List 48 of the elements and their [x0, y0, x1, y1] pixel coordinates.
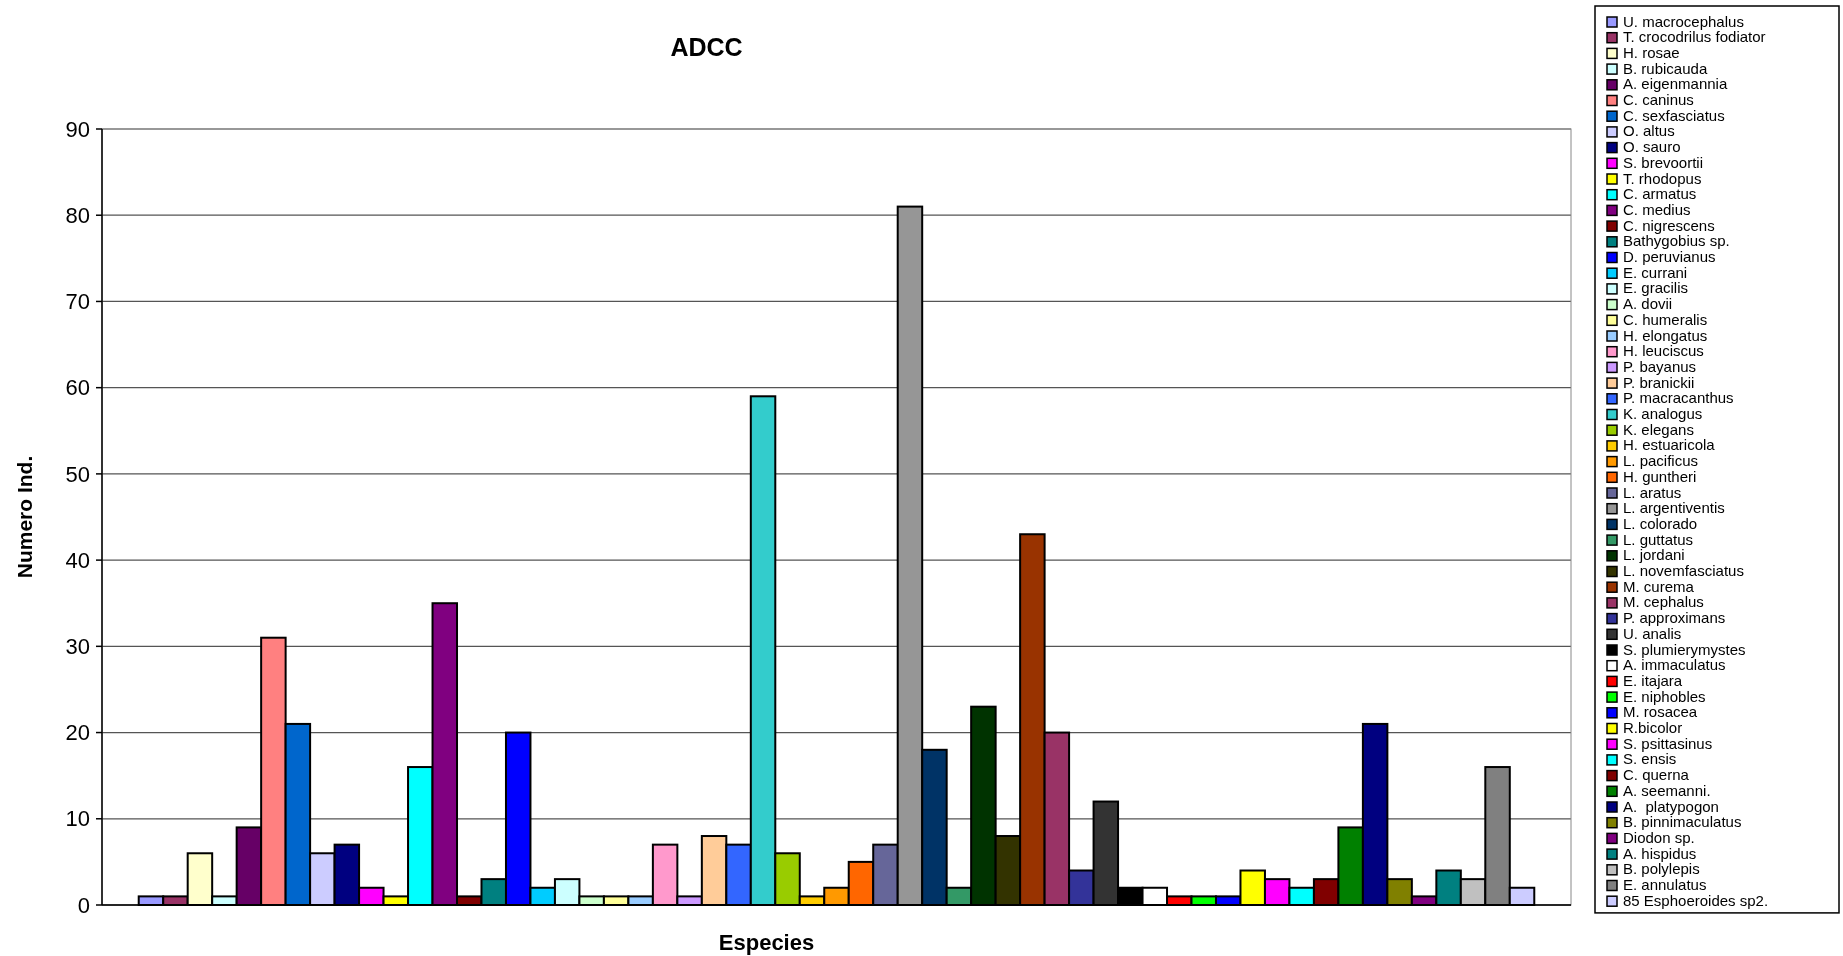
legend-label: K. analogus: [1623, 405, 1703, 422]
legend-label: C. sexfasciatus: [1623, 106, 1725, 124]
legend-label: P. approximans: [1623, 609, 1726, 627]
legend-label: S. brevoortii: [1623, 153, 1704, 171]
legend-label: O. sauro: [1623, 138, 1681, 156]
legend-label: C. nigrescens: [1623, 216, 1715, 234]
y-tick-label: 0: [77, 892, 90, 918]
legend-label: M. cephalus: [1623, 593, 1704, 611]
legend-label: L. guttatus: [1623, 530, 1694, 548]
legend-label: D. peruvianus: [1623, 248, 1716, 265]
legend-label: A. dovii: [1623, 295, 1673, 313]
legend-label: H. elongatus: [1623, 326, 1708, 344]
legend-label: L. novemfasciatus: [1623, 562, 1744, 579]
legend-label: C. medius: [1623, 200, 1691, 218]
legend-label: C. caninus: [1623, 91, 1694, 108]
legend-label: E. annulatus: [1623, 876, 1707, 893]
legend-label: U. macrocephalus: [1623, 12, 1744, 30]
x-axis-title: Especies: [718, 930, 815, 955]
chart-title: ADCC: [670, 33, 743, 61]
y-axis-title: Numero Ind.: [13, 455, 36, 579]
legend-label: L. argentiventis: [1623, 499, 1725, 517]
y-tick-label: 80: [65, 202, 90, 228]
legend-label: C. humeralis: [1623, 310, 1708, 328]
legend-label: B. rubicauda: [1623, 59, 1708, 77]
y-tick-label: 90: [65, 116, 90, 142]
legend-label: P. macracanthus: [1623, 389, 1734, 407]
legend-label: E. gracilis: [1623, 279, 1689, 297]
y-tick-label: 60: [65, 375, 90, 401]
legend-label: L. pacificus: [1623, 452, 1699, 470]
y-tick-label: 20: [65, 720, 90, 746]
legend-label: S. psittasinus: [1623, 734, 1713, 752]
legend-label: A. eigenmannia: [1623, 75, 1728, 93]
y-tick-label: 10: [65, 806, 90, 832]
legend-label: A. platypogon: [1623, 797, 1719, 815]
legend-label: 85 Esphoeroides sp2.: [1623, 891, 1769, 909]
legend-label: C. querna: [1623, 766, 1690, 784]
legend-label: P. bayanus: [1623, 357, 1697, 375]
y-tick-label: 40: [65, 547, 90, 573]
legend-label: O. altus: [1623, 122, 1675, 140]
y-tick-label: 50: [65, 461, 90, 487]
legend-label: E. itajara: [1623, 671, 1683, 689]
legend-label: S. plumierymystes: [1623, 640, 1746, 658]
legend-label: M. curema: [1623, 577, 1695, 595]
legend-label: T. rhodopus: [1623, 169, 1702, 187]
y-tick-label: 70: [65, 289, 90, 315]
legend-label: H. rosae: [1623, 43, 1680, 61]
y-tick-label: 30: [65, 634, 90, 660]
legend-label: R.bicolor: [1623, 719, 1683, 736]
